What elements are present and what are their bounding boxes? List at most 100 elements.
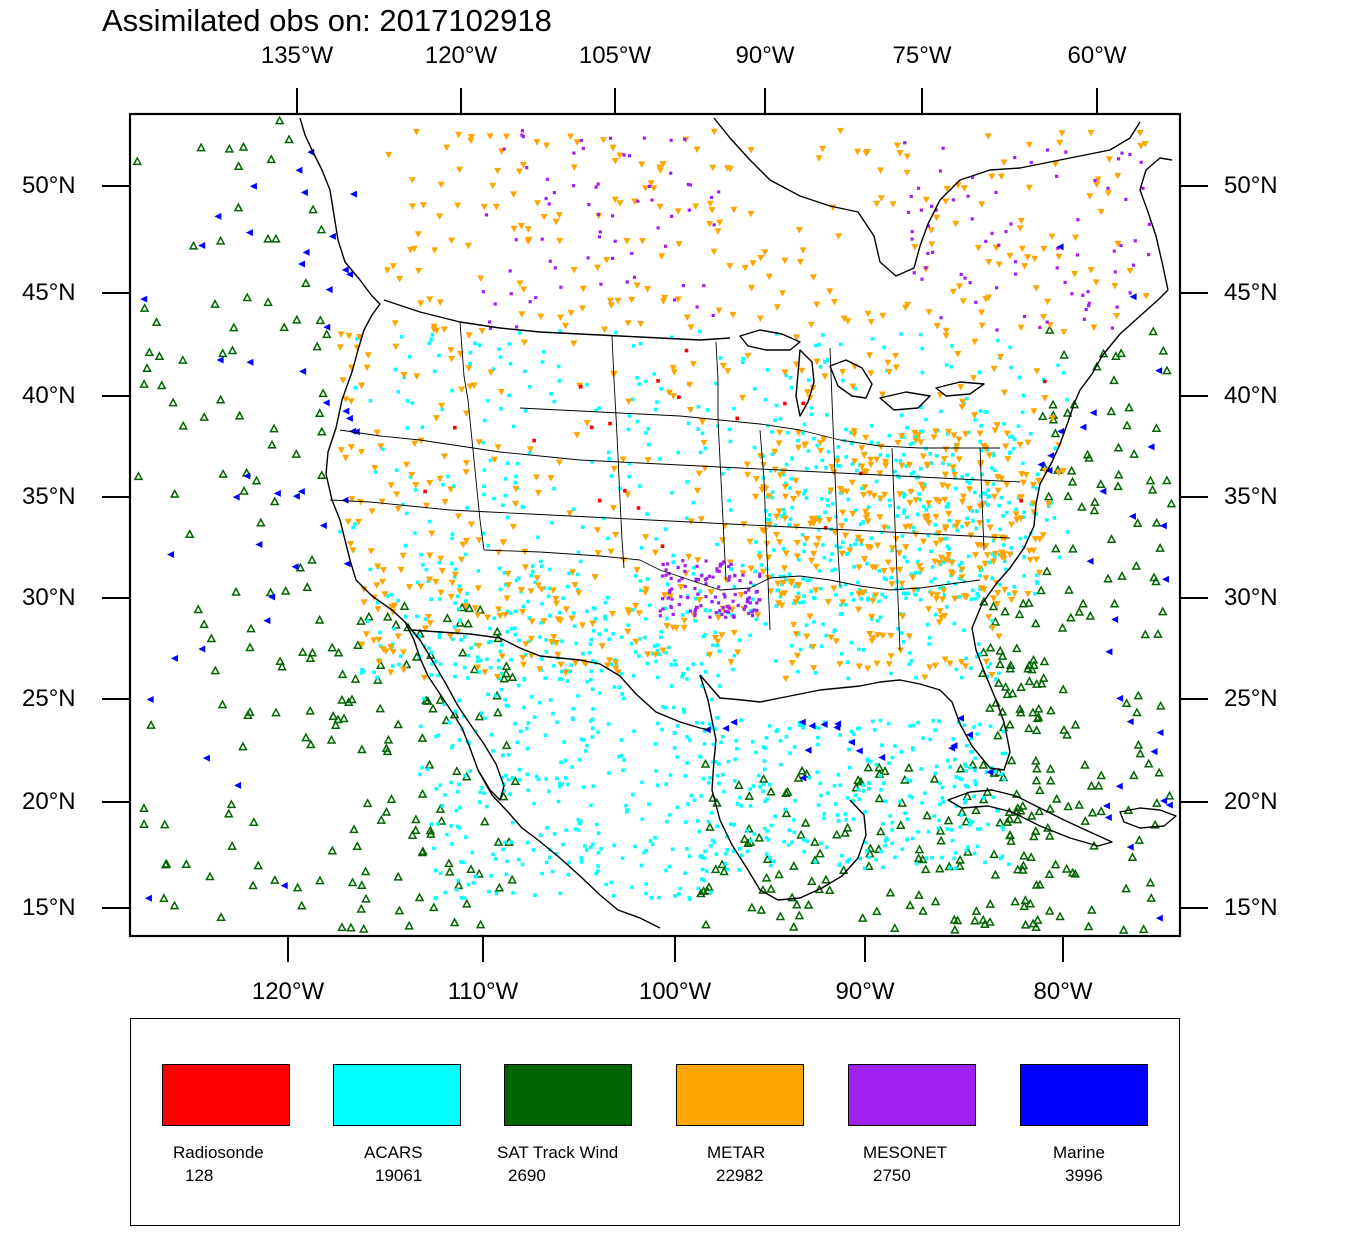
metar-marker: [448, 579, 456, 587]
metar-marker: [448, 237, 456, 245]
sat-track-wind-marker: [375, 703, 385, 713]
sat-track-wind-marker: [1129, 770, 1139, 780]
acars-marker: [817, 568, 822, 573]
metar-marker: [389, 608, 397, 616]
acars-marker: [972, 490, 977, 495]
metar-marker: [719, 537, 727, 544]
acars-marker: [802, 422, 807, 427]
mesonet-marker: [598, 230, 602, 234]
acars-marker: [924, 508, 929, 512]
acars-marker: [916, 720, 920, 725]
mesonet-marker: [1038, 325, 1042, 330]
acars-marker: [457, 782, 461, 787]
acars-marker: [525, 772, 530, 777]
sat-track-wind-marker: [1059, 349, 1069, 359]
acars-marker: [748, 633, 752, 638]
acars-marker: [838, 545, 843, 550]
metar-marker: [360, 586, 368, 593]
acars-marker: [378, 644, 383, 648]
acars-marker: [569, 663, 574, 667]
acars-marker: [511, 891, 515, 895]
mesonet-marker: [731, 614, 736, 618]
acars-marker: [642, 850, 646, 855]
metar-marker: [990, 493, 998, 501]
sat-track-wind-marker: [217, 699, 228, 709]
metar-marker: [1030, 408, 1038, 415]
metar-marker: [860, 491, 868, 499]
acars-marker: [540, 360, 545, 364]
metar-marker: [889, 201, 897, 208]
metar-marker: [481, 669, 489, 676]
metar-marker: [966, 486, 974, 493]
metar-marker: [411, 440, 419, 448]
metar-marker: [517, 223, 525, 230]
acars-marker: [927, 642, 931, 646]
metar-marker: [867, 461, 875, 469]
sat-track-wind-marker: [758, 773, 769, 783]
metar-marker: [836, 661, 844, 668]
acars-marker: [468, 350, 473, 355]
mesonet-marker: [708, 615, 712, 619]
metar-marker: [496, 613, 504, 620]
acars-marker: [849, 430, 853, 435]
sat-track-wind-marker: [362, 798, 373, 808]
acars-marker: [669, 684, 674, 688]
metar-marker: [982, 658, 990, 666]
metar-marker: [347, 540, 355, 548]
mesonet-marker: [758, 572, 762, 576]
acars-marker: [655, 783, 660, 787]
metar-marker: [431, 247, 439, 254]
acars-marker: [999, 772, 1004, 776]
metar-marker: [394, 633, 402, 641]
acars-marker: [739, 718, 743, 722]
acars-marker: [429, 673, 434, 677]
acars-marker: [577, 821, 582, 826]
sat-track-wind-marker: [995, 659, 1005, 669]
sat-track-wind-marker: [792, 899, 802, 909]
acars-marker: [979, 423, 983, 428]
acars-marker: [726, 466, 731, 471]
metar-marker: [339, 377, 347, 384]
acars-marker: [627, 414, 632, 418]
acars-marker: [752, 445, 757, 450]
mesonet-marker: [733, 573, 737, 578]
metar-marker: [490, 456, 498, 464]
metar-marker: [932, 595, 940, 603]
metar-marker: [935, 498, 943, 506]
mesonet-marker: [755, 601, 759, 605]
acars-marker: [655, 400, 659, 404]
acars-marker: [856, 580, 860, 585]
mesonet-marker: [748, 601, 752, 605]
metar-marker: [812, 587, 820, 594]
metar-marker: [447, 347, 455, 354]
sat-track-wind-marker: [1024, 597, 1034, 607]
acars-marker: [713, 630, 718, 635]
sat-track-wind-marker: [1109, 598, 1120, 608]
acars-marker: [624, 810, 629, 814]
metar-marker: [896, 150, 904, 157]
metar-marker: [747, 210, 755, 218]
acars-marker: [925, 622, 930, 627]
acars-marker: [796, 591, 801, 596]
acars-marker: [576, 572, 580, 577]
mesonet-marker: [1045, 320, 1049, 324]
metar-marker: [867, 544, 875, 552]
acars-marker: [638, 341, 643, 346]
metar-marker: [656, 164, 664, 172]
acars-marker: [549, 391, 553, 396]
metar-marker: [947, 569, 955, 576]
acars-marker: [703, 669, 708, 674]
acars-marker: [1028, 431, 1033, 436]
acars-marker: [928, 737, 932, 742]
acars-marker: [784, 734, 789, 739]
acars-marker: [1012, 437, 1017, 442]
marine-marker: [300, 188, 308, 196]
acars-marker: [571, 706, 576, 711]
metar-marker: [793, 334, 801, 341]
metar-marker: [855, 564, 863, 571]
acars-marker: [991, 538, 996, 543]
acars-marker: [861, 520, 865, 524]
mesonet-marker: [755, 589, 759, 594]
metar-marker: [935, 559, 943, 567]
metar-marker: [675, 241, 683, 248]
